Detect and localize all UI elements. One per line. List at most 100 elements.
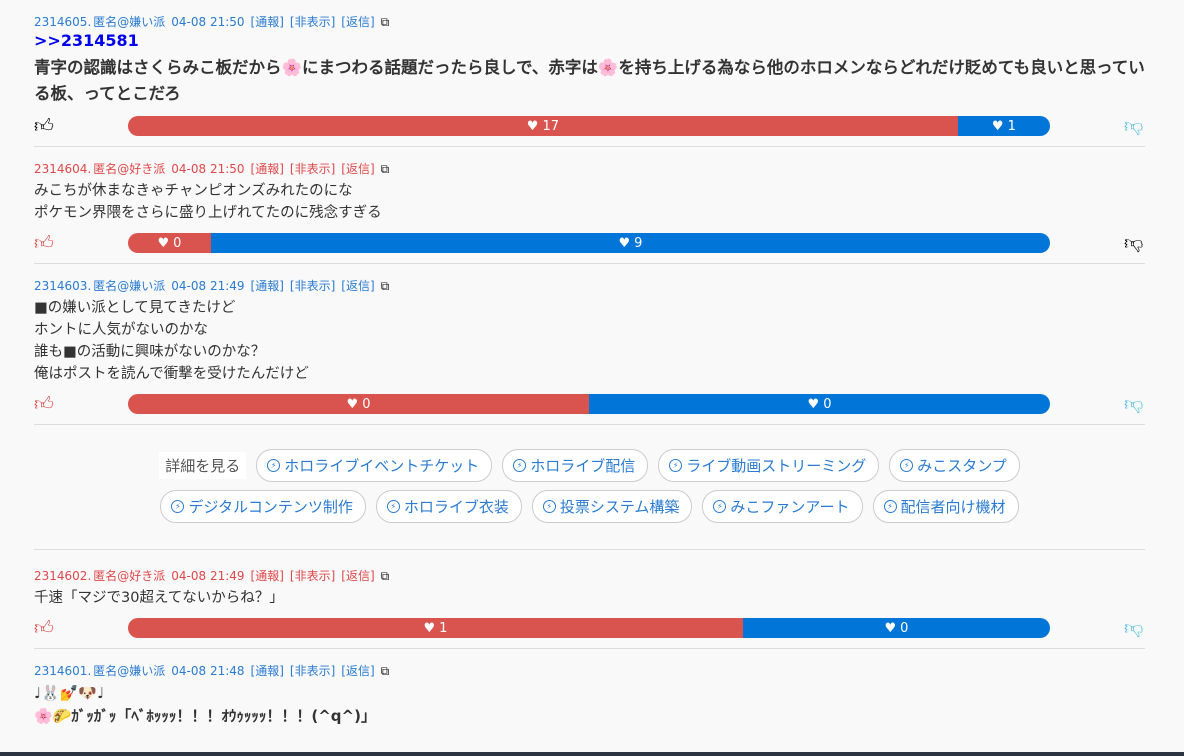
heartbeat-icon: ♥	[807, 396, 820, 412]
hide-link[interactable]: [非表示]	[289, 162, 336, 176]
thumbs-up-icon[interactable]: 👍︎	[34, 617, 54, 639]
thumbs-down-icon[interactable]: 👎︎	[1124, 232, 1144, 254]
post-2314602: 2314602. 匿名@好き派 04-08 21:49 [通報] [非表示] […	[34, 550, 1145, 649]
like-count: 0	[362, 396, 371, 412]
post-id: 2314603.	[34, 279, 92, 293]
like-segment[interactable]: ♥ 17	[128, 116, 958, 136]
reply-link[interactable]: [返信]	[341, 162, 375, 176]
post-meta: 2314602. 匿名@好き派 04-08 21:49 [通報] [非表示] […	[34, 568, 1145, 584]
reply-link[interactable]: [返信]	[341, 279, 375, 293]
thumbs-up-icon[interactable]: 👍︎	[34, 393, 54, 415]
dislike-segment[interactable]: ♥ 9	[210, 233, 1050, 253]
vote-bar: ♥ 1 ♥ 0	[128, 618, 1050, 638]
dislike-count: 9	[634, 235, 643, 251]
thumbs-up-icon[interactable]: 👍︎	[34, 232, 54, 254]
heart-icon: ♥	[346, 396, 359, 412]
see-details-label: 詳細を見る	[159, 452, 247, 479]
tag-button[interactable]: ⚡ みこファンアート	[702, 490, 863, 523]
copy-icon[interactable]: ⧉	[380, 162, 390, 176]
reply-anchor-link[interactable]: >>2314581	[34, 31, 139, 50]
post-meta: 2314604. 匿名@好き派 04-08 21:50 [通報] [非表示] […	[34, 161, 1145, 177]
copy-icon[interactable]: ⧉	[380, 664, 390, 678]
report-link[interactable]: [通報]	[250, 664, 284, 678]
report-link[interactable]: [通報]	[250, 569, 284, 583]
hide-link[interactable]: [非表示]	[289, 569, 336, 583]
post-id: 2314602.	[34, 569, 92, 583]
reply-link[interactable]: [返信]	[341, 15, 375, 29]
report-link[interactable]: [通報]	[250, 15, 284, 29]
vote-row: 👍︎ ♥ 0 ♥ 9 👎︎	[34, 232, 1145, 254]
tag-button[interactable]: ⚡ 投票システム構築	[531, 490, 693, 523]
like-segment[interactable]: ♥ 0	[128, 233, 211, 253]
tag-button[interactable]: ⚡ ライブ動画ストリーミング	[658, 449, 880, 482]
dislike-count: 0	[823, 396, 832, 412]
bolt-icon: ⚡	[386, 500, 400, 513]
post-body: ■の嫌い派として見てきたけど ホントに人気がないのかな 誰も■の活動に興味がない…	[34, 300, 309, 382]
tag-button[interactable]: ⚡ ホロライブイベントチケット	[256, 449, 493, 482]
hide-link[interactable]: [非表示]	[289, 279, 336, 293]
hide-link[interactable]: [非表示]	[289, 664, 336, 678]
post-author: 匿名@好き派	[93, 569, 166, 583]
post-date: 04-08 21:49	[171, 569, 245, 583]
dislike-count: 1	[1007, 118, 1016, 134]
post-body: 青字の認識はさくらみこ板だから🌸にまつわる話題だったら良しで、赤字は🌸を持ち上げ…	[34, 58, 1145, 103]
reply-link[interactable]: [返信]	[341, 664, 375, 678]
post-id: 2314605.	[34, 15, 92, 29]
post-date: 04-08 21:48	[171, 664, 245, 678]
report-link[interactable]: [通報]	[250, 162, 284, 176]
vote-row: 👍︎ ♥ 17 ♥ 1 👎︎	[34, 115, 1145, 137]
post-date: 04-08 21:50	[171, 15, 245, 29]
vote-bar: ♥ 0 ♥ 9	[128, 233, 1050, 253]
bolt-icon: ⚡	[513, 459, 527, 472]
post-author: 匿名@嫌い派	[93, 15, 166, 29]
like-count: 17	[542, 118, 559, 134]
thumbs-down-icon[interactable]: 👎︎	[1124, 393, 1144, 415]
copy-icon[interactable]: ⧉	[380, 569, 390, 583]
dislike-count: 0	[900, 620, 909, 636]
post-2314605: 2314605. 匿名@嫌い派 04-08 21:50 [通報] [非表示] […	[34, 0, 1145, 147]
post-2314601: 2314601. 匿名@嫌い派 04-08 21:48 [通報] [非表示] […	[34, 649, 1145, 737]
thumbs-up-icon[interactable]: 👍︎	[34, 115, 54, 137]
tag-button[interactable]: ⚡ 配信者向け機材	[872, 490, 1019, 523]
tag-button[interactable]: ⚡ ホロライブ衣装	[375, 490, 522, 523]
post-body: 千速「マジで30超えてないからね？」	[34, 590, 284, 606]
post-meta: 2314601. 匿名@嫌い派 04-08 21:48 [通報] [非表示] […	[34, 663, 1145, 679]
report-link[interactable]: [通報]	[250, 279, 284, 293]
vote-row: 👍︎ ♥ 0 ♥ 0 👎︎	[34, 393, 1145, 415]
post-meta: 2314605. 匿名@嫌い派 04-08 21:50 [通報] [非表示] […	[34, 14, 1145, 30]
reply-link[interactable]: [返信]	[341, 569, 375, 583]
heartbeat-icon: ♥	[991, 118, 1004, 134]
tag-button[interactable]: ⚡ デジタルコンテンツ制作	[160, 490, 366, 523]
post-author: 匿名@好き派	[93, 162, 166, 176]
tags-row: ⚡ デジタルコンテンツ制作 ⚡ ホロライブ衣装 ⚡ 投票システム構築 ⚡ みこファンアー…	[160, 490, 1019, 523]
post-body: みこちが休まなきゃチャンピオンズみれたのにな ポケモン界隈をさらに盛り上げれてた…	[34, 183, 382, 221]
heart-icon: ♥	[526, 118, 539, 134]
post-meta: 2314603. 匿名@嫌い派 04-08 21:49 [通報] [非表示] […	[34, 278, 1145, 294]
bottom-scrollbar[interactable]	[0, 752, 1184, 756]
tag-button[interactable]: ⚡ みこスタンプ	[889, 449, 1020, 482]
hide-link[interactable]: [非表示]	[289, 15, 336, 29]
like-count: 0	[173, 235, 182, 251]
copy-icon[interactable]: ⧉	[380, 279, 390, 293]
bolt-icon: ⚡	[669, 459, 683, 472]
heartbeat-icon: ♥	[884, 620, 897, 636]
post-id: 2314604.	[34, 162, 92, 176]
post-id: 2314601.	[34, 664, 92, 678]
like-segment[interactable]: ♥ 1	[128, 618, 743, 638]
tag-button[interactable]: ⚡ ホロライブ配信	[502, 449, 649, 482]
thumbs-down-icon[interactable]: 👎︎	[1124, 617, 1144, 639]
thumbs-down-icon[interactable]: 👎︎	[1124, 115, 1144, 137]
like-segment[interactable]: ♥ 0	[128, 394, 589, 414]
dislike-segment[interactable]: ♥ 0	[589, 394, 1050, 414]
vote-row: 👍︎ ♥ 1 ♥ 0 👎︎	[34, 617, 1145, 639]
copy-icon[interactable]: ⧉	[380, 15, 390, 29]
like-count: 1	[439, 620, 448, 636]
bolt-icon: ⚡	[267, 459, 281, 472]
post-2314603: 2314603. 匿名@嫌い派 04-08 21:49 [通報] [非表示] […	[34, 264, 1145, 425]
post-2314604: 2314604. 匿名@好き派 04-08 21:50 [通報] [非表示] […	[34, 147, 1145, 264]
dislike-segment[interactable]: ♥ 1	[957, 116, 1050, 136]
bolt-icon: ⚡	[542, 500, 556, 513]
heartbeat-icon: ♥	[618, 235, 631, 251]
dislike-segment[interactable]: ♥ 0	[742, 618, 1050, 638]
bolt-icon: ⚡	[171, 500, 185, 513]
